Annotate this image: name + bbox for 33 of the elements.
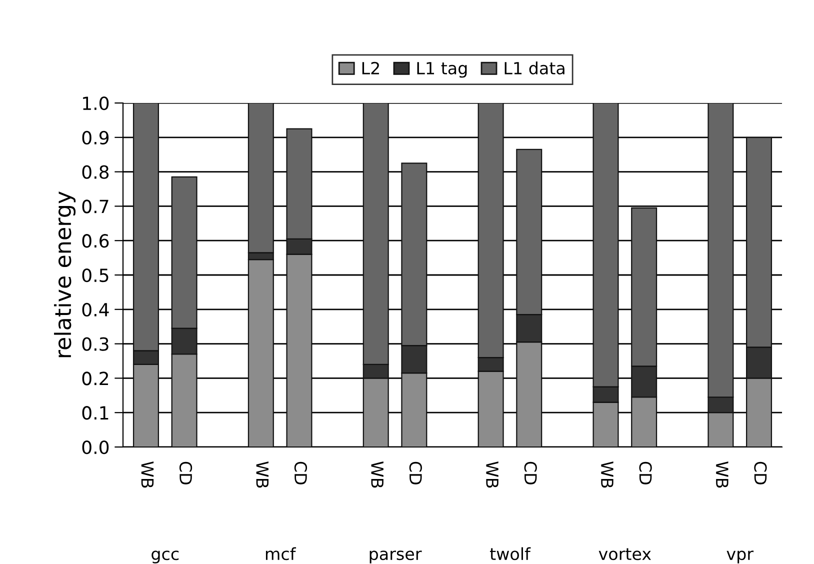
x-tick-label: CD xyxy=(409,462,422,484)
text: parser xyxy=(370,550,422,564)
x-tick-label: WB xyxy=(716,461,728,488)
y-tick-label: 0.0 xyxy=(82,440,109,454)
x-tick-label: CD xyxy=(524,462,537,484)
text: vpr xyxy=(726,550,754,564)
y-tick-label: 0.7 xyxy=(82,200,108,214)
text: gcc xyxy=(152,550,179,564)
y-tick-label: 0.3 xyxy=(82,337,108,351)
y-tick-label: 0.4 xyxy=(82,302,109,317)
x-tick-label: CD xyxy=(754,462,767,484)
x-tick-label: WB xyxy=(256,461,268,488)
y-tick-label: 0.9 xyxy=(82,130,109,145)
y-axis-title: relative energy xyxy=(54,192,76,358)
x-tick-label: WB xyxy=(486,461,498,488)
y-tick-label: 0.8 xyxy=(82,165,109,179)
x-tick-label: WB xyxy=(601,461,614,488)
y-tick-label: 0.2 xyxy=(82,372,108,386)
x-tick-label: CD xyxy=(294,462,308,484)
x-tick-label: WB xyxy=(371,461,384,488)
legend-label: L1 tag xyxy=(417,62,467,78)
y-tick-label: 0.6 xyxy=(82,234,109,248)
text: twolf xyxy=(490,547,531,560)
x-tick-label: CD xyxy=(179,462,192,484)
x-tick-label: CD xyxy=(639,462,652,484)
y-tick-label: 0.1 xyxy=(82,406,108,420)
text: vortex xyxy=(598,548,651,560)
y-tick-label: 1.0 xyxy=(83,96,109,110)
x-tick-label: WB xyxy=(141,461,154,488)
legend-label: L1 data xyxy=(504,62,564,74)
y-tick-label: 0.5 xyxy=(82,268,108,282)
legend-label: L2 xyxy=(362,62,379,74)
text: mcf xyxy=(266,547,296,560)
